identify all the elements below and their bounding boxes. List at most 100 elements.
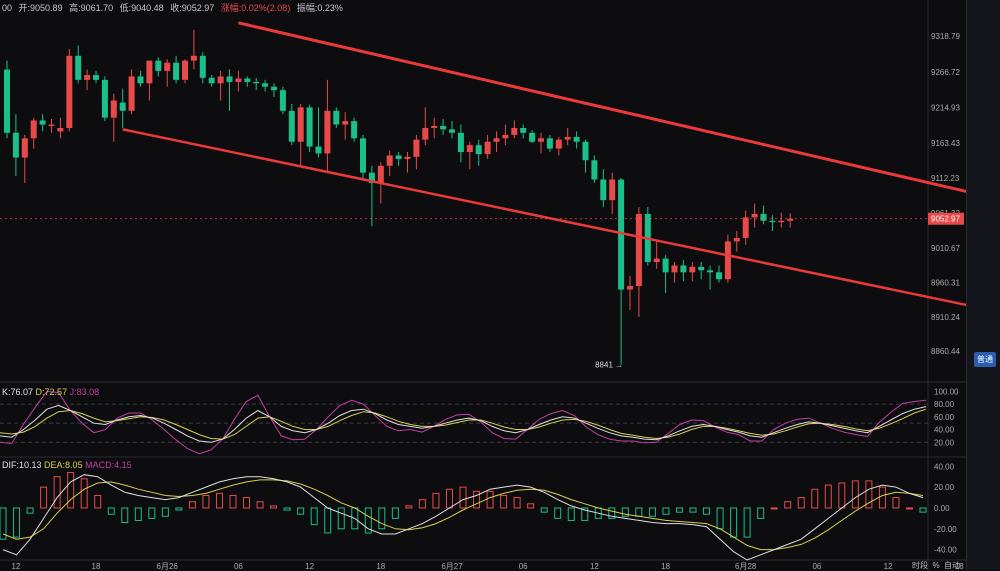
candle-body: [742, 217, 749, 238]
candle-body: [226, 76, 233, 82]
x-tick-label: 06: [519, 562, 528, 570]
candle-body: [155, 60, 162, 71]
price-tick-label: 9266.72: [931, 68, 960, 77]
candle-body: [680, 265, 687, 273]
candle-body: [751, 213, 758, 218]
candle-body: [422, 127, 429, 140]
candle-body: [502, 134, 509, 139]
macd-histogram-bar: [270, 505, 278, 509]
macd-histogram-bar: [824, 484, 832, 509]
macd-histogram-bar: [337, 507, 345, 530]
candle-body: [128, 76, 135, 111]
macd-histogram-bar: [134, 507, 142, 521]
candle-body: [564, 136, 571, 140]
candle-body: [306, 107, 313, 147]
kdj-tick-label: 80.00: [934, 400, 955, 409]
price-tick-label: 8960.31: [931, 278, 960, 287]
macd-histogram-bar: [378, 507, 386, 530]
macd-histogram-bar: [161, 507, 169, 517]
macd-histogram-bar: [229, 494, 237, 509]
candle-body: [190, 55, 197, 61]
candle-body: [431, 125, 438, 128]
candle-body: [101, 79, 108, 118]
ohlc-header: 00 开:9050.89 高:9061.70 低:9040.48 收:9052.…: [2, 1, 347, 14]
kdj-k-label: K:76.07: [2, 387, 34, 397]
bottom-toolbar[interactable]: 时段 % 自动: [912, 561, 961, 570]
macd-dea-line: [2, 479, 924, 551]
macd-histogram-bar: [811, 488, 819, 509]
kdj-j-line: [0, 390, 927, 455]
candle-body: [546, 138, 553, 149]
kdj-tick-label: 20.00: [934, 438, 955, 447]
candle-body: [262, 83, 269, 87]
x-tick-label: 12: [11, 562, 20, 570]
kdj-d-line: [0, 408, 927, 440]
macd-histogram-bar: [283, 507, 291, 511]
x-tick-label: 18: [376, 562, 385, 570]
macd-histogram-bar: [215, 492, 223, 509]
candle-body: [573, 136, 580, 142]
header-prefix: 00: [2, 3, 13, 13]
macd-histogram-bar: [459, 486, 467, 509]
macd-histogram-bar: [13, 507, 21, 538]
low-annotation: 8841 →: [595, 360, 623, 369]
chart-canvas[interactable]: 9318.799266.729214.939163.439112.239061.…: [0, 0, 966, 570]
candle-body: [386, 155, 393, 166]
close-value: 收:9052.97: [170, 3, 215, 13]
candle-body: [582, 141, 589, 161]
macd-tick-label: 0.00: [934, 504, 950, 513]
candle-body: [395, 155, 402, 159]
macd-histogram-bar: [919, 507, 927, 513]
candle-body: [288, 110, 295, 142]
kdj-tick-label: 100.00: [934, 387, 959, 396]
candle-body: [627, 286, 633, 290]
candle-body: [208, 77, 215, 84]
mode-badge[interactable]: 普通: [974, 352, 996, 367]
macd-histogram-bar: [310, 507, 318, 526]
macd-histogram-bar: [851, 480, 859, 509]
macd-histogram-bar: [730, 507, 738, 538]
orderbook-panel[interactable]: [966, 0, 1000, 570]
macd-histogram-bar: [878, 486, 886, 509]
x-tick-label: 6月27: [441, 562, 463, 570]
macd-histogram-bar: [107, 507, 115, 515]
candle-body: [342, 121, 349, 125]
candle-body: [360, 138, 366, 173]
macd-histogram-bar: [716, 507, 724, 530]
candle-body: [769, 220, 776, 223]
candle-body: [413, 139, 420, 157]
price-tick-label: 9214.93: [931, 103, 960, 112]
macd-tick-label: 40.00: [934, 462, 955, 471]
macd-histogram-bar: [80, 478, 88, 509]
macd-histogram-bar: [703, 507, 711, 515]
candle-body: [324, 110, 331, 154]
candle-body: [110, 100, 117, 118]
x-tick-label: 6月28: [735, 562, 757, 570]
macd-histogram-bar: [188, 501, 196, 509]
macd-histogram-bar: [567, 507, 575, 521]
macd-tick-label: -40.00: [934, 546, 957, 555]
price-tick-label: 8860.44: [931, 347, 960, 356]
macd-histogram-bar: [0, 507, 7, 540]
macd-dif-line: [2, 474, 924, 561]
macd-histogram-bar: [648, 507, 656, 517]
candle-body: [671, 265, 678, 273]
macd-histogram-bar: [527, 503, 535, 509]
macd-histogram-bar: [689, 507, 697, 513]
macd-histogram-bar: [500, 494, 508, 509]
candle-body: [377, 165, 384, 183]
macd-histogram-bar: [26, 507, 34, 514]
channel-upper-line: [238, 21, 966, 193]
macd-histogram-bar: [53, 476, 61, 509]
candle-body: [493, 138, 500, 142]
candle-body: [182, 60, 188, 80]
change-value: 涨幅:0.02%(2.08): [220, 3, 291, 13]
candle-body: [199, 55, 206, 78]
candle-body: [724, 241, 731, 280]
price-tick-label: 9318.79: [931, 32, 960, 41]
candle-body: [57, 127, 64, 132]
candle-body: [457, 132, 464, 153]
macd-histogram-bar: [513, 497, 521, 509]
candle-body: [760, 213, 767, 221]
kdj-tick-label: 40.00: [934, 426, 955, 435]
